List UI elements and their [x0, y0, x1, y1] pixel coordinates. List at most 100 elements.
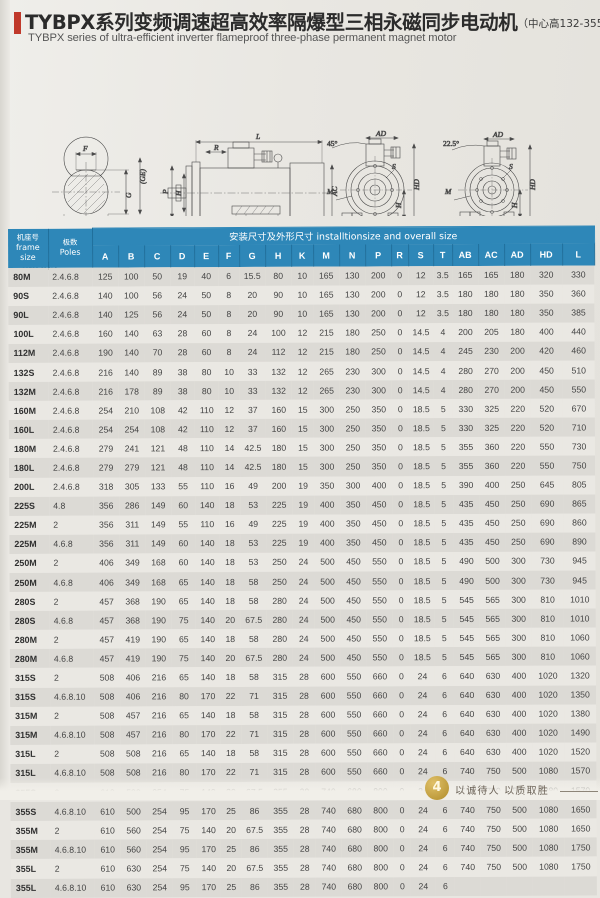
cell-ad: 220 [505, 456, 532, 476]
cell-r: 0 [393, 723, 411, 744]
cell-h: 280 [266, 609, 293, 630]
cell-ad: 300 [505, 570, 532, 590]
table-row: 280M 2 457 419 190 65 140 18 58 280 24 500 450 550 0 18… [9, 627, 597, 650]
cell-e: 110 [194, 400, 219, 420]
cell-ac: 270 [478, 360, 505, 381]
cell-a: 508 [94, 687, 121, 707]
cell-ad: 300 [505, 647, 532, 667]
cell-hd: 645 [531, 475, 564, 495]
cell-k: 28 [293, 819, 316, 840]
label-L: L [255, 132, 260, 141]
cell-t: 5 [434, 494, 454, 514]
table-row: 250M 4.6.8 406 349 168 65 140 18 58 250 24 500 450 55… [9, 570, 596, 593]
accent-bar [14, 12, 21, 34]
cell-l: 1490 [564, 723, 597, 743]
cell-frame-size: 355L [10, 878, 51, 898]
cell-e: 140 [195, 629, 220, 649]
cell-d: 60 [171, 495, 196, 516]
cell-g: 67.5 [240, 648, 267, 668]
cell-e: 170 [196, 801, 221, 821]
cell-ab: 545 [453, 609, 480, 629]
table-row: 250M 2 406 349 168 60 140 18 53 250 24 500 450 550 0 18… [9, 551, 596, 573]
cell-a: 254 [92, 419, 119, 439]
table-row: 112M 2.4.6.8 190 140 70 28 60 8 24 112 12 215 180 250… [8, 341, 595, 363]
cell-g: 53 [240, 495, 267, 515]
cell-ac: 450 [479, 532, 506, 552]
cell-r: 0 [391, 380, 409, 400]
cell-k: 28 [293, 858, 316, 878]
cell-d: 28 [170, 323, 195, 344]
cell-e: 80 [194, 362, 219, 382]
label-GE: (GE) [138, 169, 147, 184]
cell-g: 42.5 [239, 438, 267, 458]
cell-r: 0 [391, 437, 410, 457]
cell-ac: 205 [478, 322, 505, 342]
cell-g: 33 [239, 361, 266, 382]
cell-hd: 1020 [532, 723, 565, 743]
cell-frame-size: 225M [9, 534, 50, 554]
cell-f: 18 [219, 667, 242, 687]
cell-f: 8 [218, 323, 240, 343]
table-row: 355M 4.6.8.10 610 560 254 95 170 25 86 355 28 740 68… [10, 837, 597, 860]
cell-n: 350 [340, 533, 367, 553]
cell-h: 180 [265, 438, 293, 458]
cell-e: 140 [195, 667, 221, 687]
cell-poles: 4.6.8.10 [50, 839, 95, 860]
cell-p: 800 [367, 857, 394, 877]
cell-f: 25 [220, 839, 242, 859]
cell-ad: 220 [504, 398, 531, 419]
cell-f: 18 [219, 552, 241, 573]
column-header-s: S [408, 243, 434, 266]
cell-a: 254 [92, 400, 119, 420]
cell-ab: 245 [452, 341, 479, 362]
cell-ad: 400 [506, 723, 533, 743]
cell-f: 22 [220, 686, 242, 706]
cell-g: 24 [239, 342, 266, 362]
table-row: 100L 2.4.6.8 160 140 63 28 60 8 24 100 12 215 180 250… [8, 322, 595, 344]
cell-r: 0 [393, 876, 411, 896]
cell-s: 18.5 [409, 571, 435, 591]
cell-hd: 400 [530, 322, 563, 342]
cell-c: 56 [144, 304, 171, 325]
cell-ac: 325 [478, 418, 505, 438]
drawings-svg: F D G [52, 129, 537, 279]
cell-p: 550 [366, 552, 393, 572]
cell-b: 419 [119, 629, 146, 649]
cell-r: 0 [391, 399, 409, 419]
cell-k: 24 [292, 571, 315, 591]
cell-d: 80 [172, 686, 197, 706]
cell-m: 740 [315, 819, 342, 839]
cell-a: 406 [93, 553, 120, 573]
cell-l: 460 [562, 341, 595, 361]
cell-poles: 2.4.6.8 [48, 286, 93, 306]
cell-ab: 330 [452, 418, 479, 438]
cell-ad: 500 [506, 838, 533, 858]
cell-k: 24 [292, 609, 315, 630]
cell-s: 12 [408, 303, 434, 324]
cell-p: 350 [365, 399, 392, 419]
cell-a: 216 [92, 381, 119, 401]
cell-a: 457 [93, 610, 120, 630]
cell-b: 241 [118, 438, 146, 458]
cell-t: 6 [435, 704, 455, 724]
cell-ad: 500 [506, 799, 533, 820]
cell-ab: 640 [454, 704, 481, 724]
cell-d: 80 [172, 724, 197, 745]
cell-t: 5 [433, 418, 453, 438]
cell-l: 1750 [564, 856, 598, 877]
cell-frame-size: 280M [9, 649, 50, 669]
cell-ab: 165 [452, 265, 479, 285]
cell-k: 28 [293, 686, 316, 706]
cell-poles: 2.4.6.8 [48, 381, 93, 401]
cell-e: 110 [194, 419, 219, 439]
cell-f: 20 [219, 610, 241, 630]
cell-d: 65 [172, 705, 197, 726]
cell-m: 265 [313, 361, 340, 381]
label-P: P [161, 189, 170, 195]
cell-poles: 2 [49, 629, 94, 650]
cell-n: 230 [339, 361, 366, 381]
cell-ad: 250 [505, 513, 532, 533]
cell-n: 550 [341, 686, 368, 706]
cell-p: 550 [366, 628, 393, 648]
cell-t: 5 [434, 456, 454, 476]
